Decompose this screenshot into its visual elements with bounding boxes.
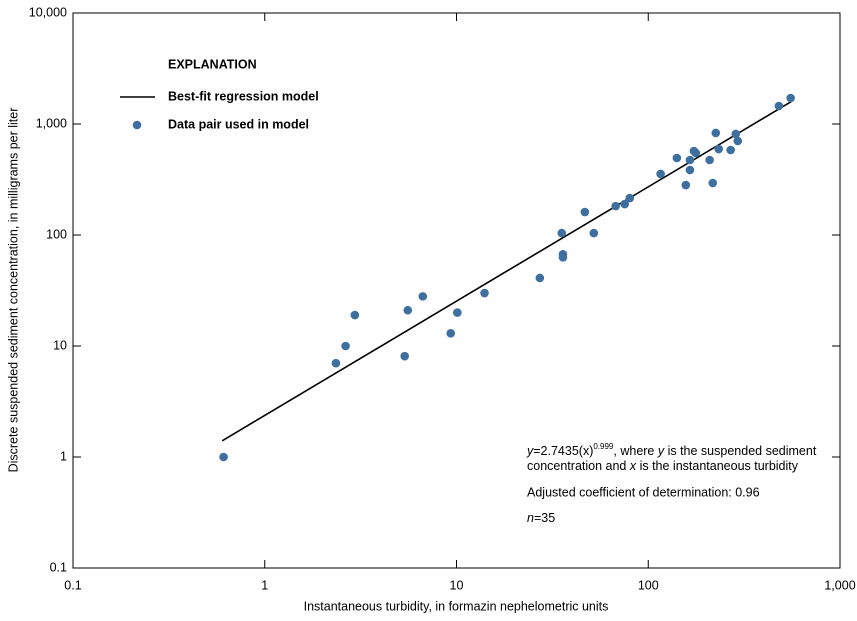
annotation-part: =2.7435(x) xyxy=(533,444,593,458)
annotation: n=35 xyxy=(527,511,555,525)
x-tick-label: 1,000 xyxy=(824,578,855,592)
annotation-part: 0.999 xyxy=(593,442,614,451)
data-point xyxy=(708,178,718,188)
y-tick-label: 10 xyxy=(53,338,67,352)
data-point xyxy=(774,101,784,111)
data-point xyxy=(400,351,410,361)
data-point xyxy=(620,199,630,209)
legend-swatch xyxy=(132,120,142,130)
data-point xyxy=(558,252,568,262)
data-point xyxy=(480,288,489,298)
legend-label: Data pair used in model xyxy=(168,117,309,131)
annotation-part: x xyxy=(629,459,637,473)
data-point xyxy=(656,169,665,179)
data-point xyxy=(446,329,456,338)
annotation-part: is the suspended sediment xyxy=(664,444,817,458)
data-point xyxy=(403,305,413,315)
data-point xyxy=(726,145,735,155)
data-point xyxy=(219,452,228,462)
y-tick-label: 0.1 xyxy=(50,560,67,574)
data-point xyxy=(691,148,701,158)
annotation: concentration and x is the instantaneous… xyxy=(527,459,799,473)
data-point xyxy=(711,128,721,138)
annotation: y=2.7435(x)0.999, where y is the suspend… xyxy=(526,442,817,458)
data-point xyxy=(535,273,545,283)
annotation-part: y xyxy=(526,444,534,458)
annotation-part: =35 xyxy=(534,511,555,525)
x-axis-label: Instantaneous turbidity, in formazin nep… xyxy=(304,599,609,613)
data-point xyxy=(625,193,635,203)
y-tick-label: 10,000 xyxy=(29,5,67,19)
data-point xyxy=(733,136,743,146)
x-tick-label: 0.1 xyxy=(64,578,81,592)
x-tick-label: 1 xyxy=(261,578,268,592)
data-point xyxy=(672,153,682,163)
y-tick-label: 1,000 xyxy=(36,116,67,130)
data-point xyxy=(714,144,723,154)
annotation-part: , where xyxy=(613,444,657,458)
data-point xyxy=(589,228,599,238)
annotation-part: is the instantaneous turbidity xyxy=(636,459,799,473)
data-point xyxy=(786,93,795,103)
annotation: Adjusted coefficient of determination: 0… xyxy=(527,485,760,499)
data-point xyxy=(705,155,714,165)
data-point xyxy=(681,180,691,190)
data-point xyxy=(331,358,341,368)
data-point xyxy=(611,201,620,211)
legend-title: EXPLANATION xyxy=(168,57,257,71)
annotation-part: n xyxy=(527,511,534,525)
data-point xyxy=(418,292,428,301)
legend-label: Best-fit regression model xyxy=(168,89,319,103)
x-tick-label: 10 xyxy=(450,578,464,592)
data-point xyxy=(350,310,360,320)
data-point xyxy=(580,207,590,217)
y-tick-label: 1 xyxy=(60,449,67,463)
data-point xyxy=(453,308,462,317)
data-point xyxy=(557,228,567,238)
y-tick-label: 100 xyxy=(46,227,67,241)
data-point xyxy=(685,165,695,175)
data-point xyxy=(685,155,695,165)
data-point xyxy=(341,341,350,351)
annotation-part: y xyxy=(657,444,665,458)
data-point xyxy=(731,129,741,139)
annotation-part: concentration and xyxy=(527,459,630,473)
regression-line xyxy=(221,100,793,442)
x-tick-label: 100 xyxy=(638,578,659,592)
y-axis-label: Discrete suspended sediment concentratio… xyxy=(6,108,20,473)
